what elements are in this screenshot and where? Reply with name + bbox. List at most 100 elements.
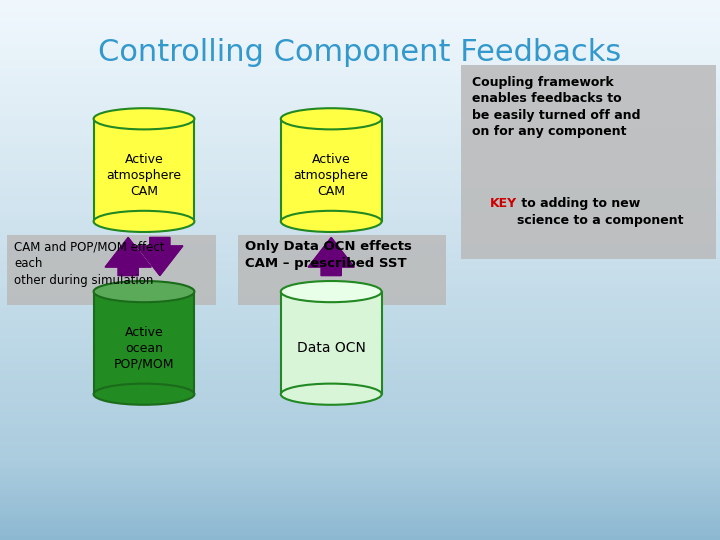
Bar [0, 338, 720, 340]
Bar [0, 502, 720, 505]
Bar [0, 508, 720, 510]
Bar [0, 49, 720, 51]
Bar [0, 359, 720, 362]
Bar [0, 51, 720, 54]
Bar [0, 332, 720, 335]
Bar [0, 378, 720, 381]
Bar [0, 138, 720, 140]
Bar [0, 327, 720, 329]
Bar [0, 259, 720, 262]
Text: Data OCN: Data OCN [297, 341, 366, 355]
Text: Controlling Component Feedbacks: Controlling Component Feedbacks [99, 38, 621, 67]
Bar [0, 275, 720, 278]
Bar [0, 435, 720, 437]
Bar [0, 367, 720, 370]
Bar [0, 235, 720, 238]
Bar [0, 108, 720, 111]
Bar [0, 413, 720, 416]
Bar [0, 364, 720, 367]
Bar [0, 459, 720, 462]
Bar [0, 130, 720, 132]
Ellipse shape [281, 281, 382, 302]
Bar [0, 319, 720, 321]
Bar [0, 537, 720, 540]
Bar [0, 470, 720, 472]
Polygon shape [308, 238, 354, 275]
Bar [0, 256, 720, 259]
Bar [0, 119, 720, 122]
Text: Coupling framework
enables feedbacks to
be easily turned off and
on for any comp: Coupling framework enables feedbacks to … [472, 76, 640, 138]
Bar [0, 524, 720, 526]
Ellipse shape [94, 211, 194, 232]
Ellipse shape [94, 383, 194, 405]
Bar [94, 119, 194, 221]
Bar [0, 510, 720, 513]
Bar [0, 289, 720, 292]
Bar [0, 243, 720, 246]
Bar [0, 97, 720, 100]
Bar [0, 124, 720, 127]
Bar [0, 265, 720, 267]
Ellipse shape [94, 108, 194, 130]
Bar [0, 316, 720, 319]
Bar [0, 219, 720, 221]
Bar [0, 113, 720, 116]
Ellipse shape [94, 281, 194, 302]
FancyBboxPatch shape [7, 235, 216, 305]
Bar [0, 281, 720, 284]
Bar [0, 394, 720, 397]
Bar [0, 254, 720, 256]
Bar [0, 472, 720, 475]
Bar [0, 238, 720, 240]
Bar [0, 329, 720, 332]
Bar [0, 157, 720, 159]
Bar [0, 481, 720, 483]
Bar [0, 105, 720, 108]
Bar [0, 84, 720, 86]
Bar [0, 213, 720, 216]
Bar [0, 159, 720, 162]
Bar [0, 78, 720, 81]
Bar [0, 475, 720, 478]
Bar [0, 240, 720, 243]
Bar [0, 535, 720, 537]
Text: Active
ocean
POP/MOM: Active ocean POP/MOM [114, 326, 174, 370]
Bar [0, 251, 720, 254]
Bar [0, 270, 720, 273]
Bar [0, 205, 720, 208]
Bar [0, 489, 720, 491]
Bar [0, 181, 720, 184]
Bar [0, 135, 720, 138]
Bar [0, 491, 720, 494]
Bar [0, 513, 720, 516]
Bar [0, 497, 720, 500]
Bar [0, 448, 720, 451]
Bar [0, 122, 720, 124]
Bar [0, 186, 720, 189]
Bar [0, 65, 720, 68]
Bar [0, 170, 720, 173]
Bar [0, 424, 720, 427]
Bar [281, 292, 382, 394]
Bar [0, 416, 720, 418]
Bar [0, 227, 720, 229]
Polygon shape [105, 238, 151, 275]
Bar [0, 262, 720, 265]
Bar [0, 313, 720, 316]
Bar [0, 292, 720, 294]
Bar [0, 529, 720, 532]
Polygon shape [137, 238, 183, 275]
Bar [0, 467, 720, 470]
Bar [0, 27, 720, 30]
Bar [0, 494, 720, 497]
Bar [0, 5, 720, 8]
Bar [0, 173, 720, 176]
Bar [0, 335, 720, 338]
Bar [0, 456, 720, 459]
Bar [0, 73, 720, 76]
Bar [0, 189, 720, 192]
Text: CAM and POP/MOM effect
each
other during simulation: CAM and POP/MOM effect each other during… [14, 240, 165, 287]
Bar [0, 410, 720, 413]
Bar [0, 478, 720, 481]
Bar [0, 89, 720, 92]
